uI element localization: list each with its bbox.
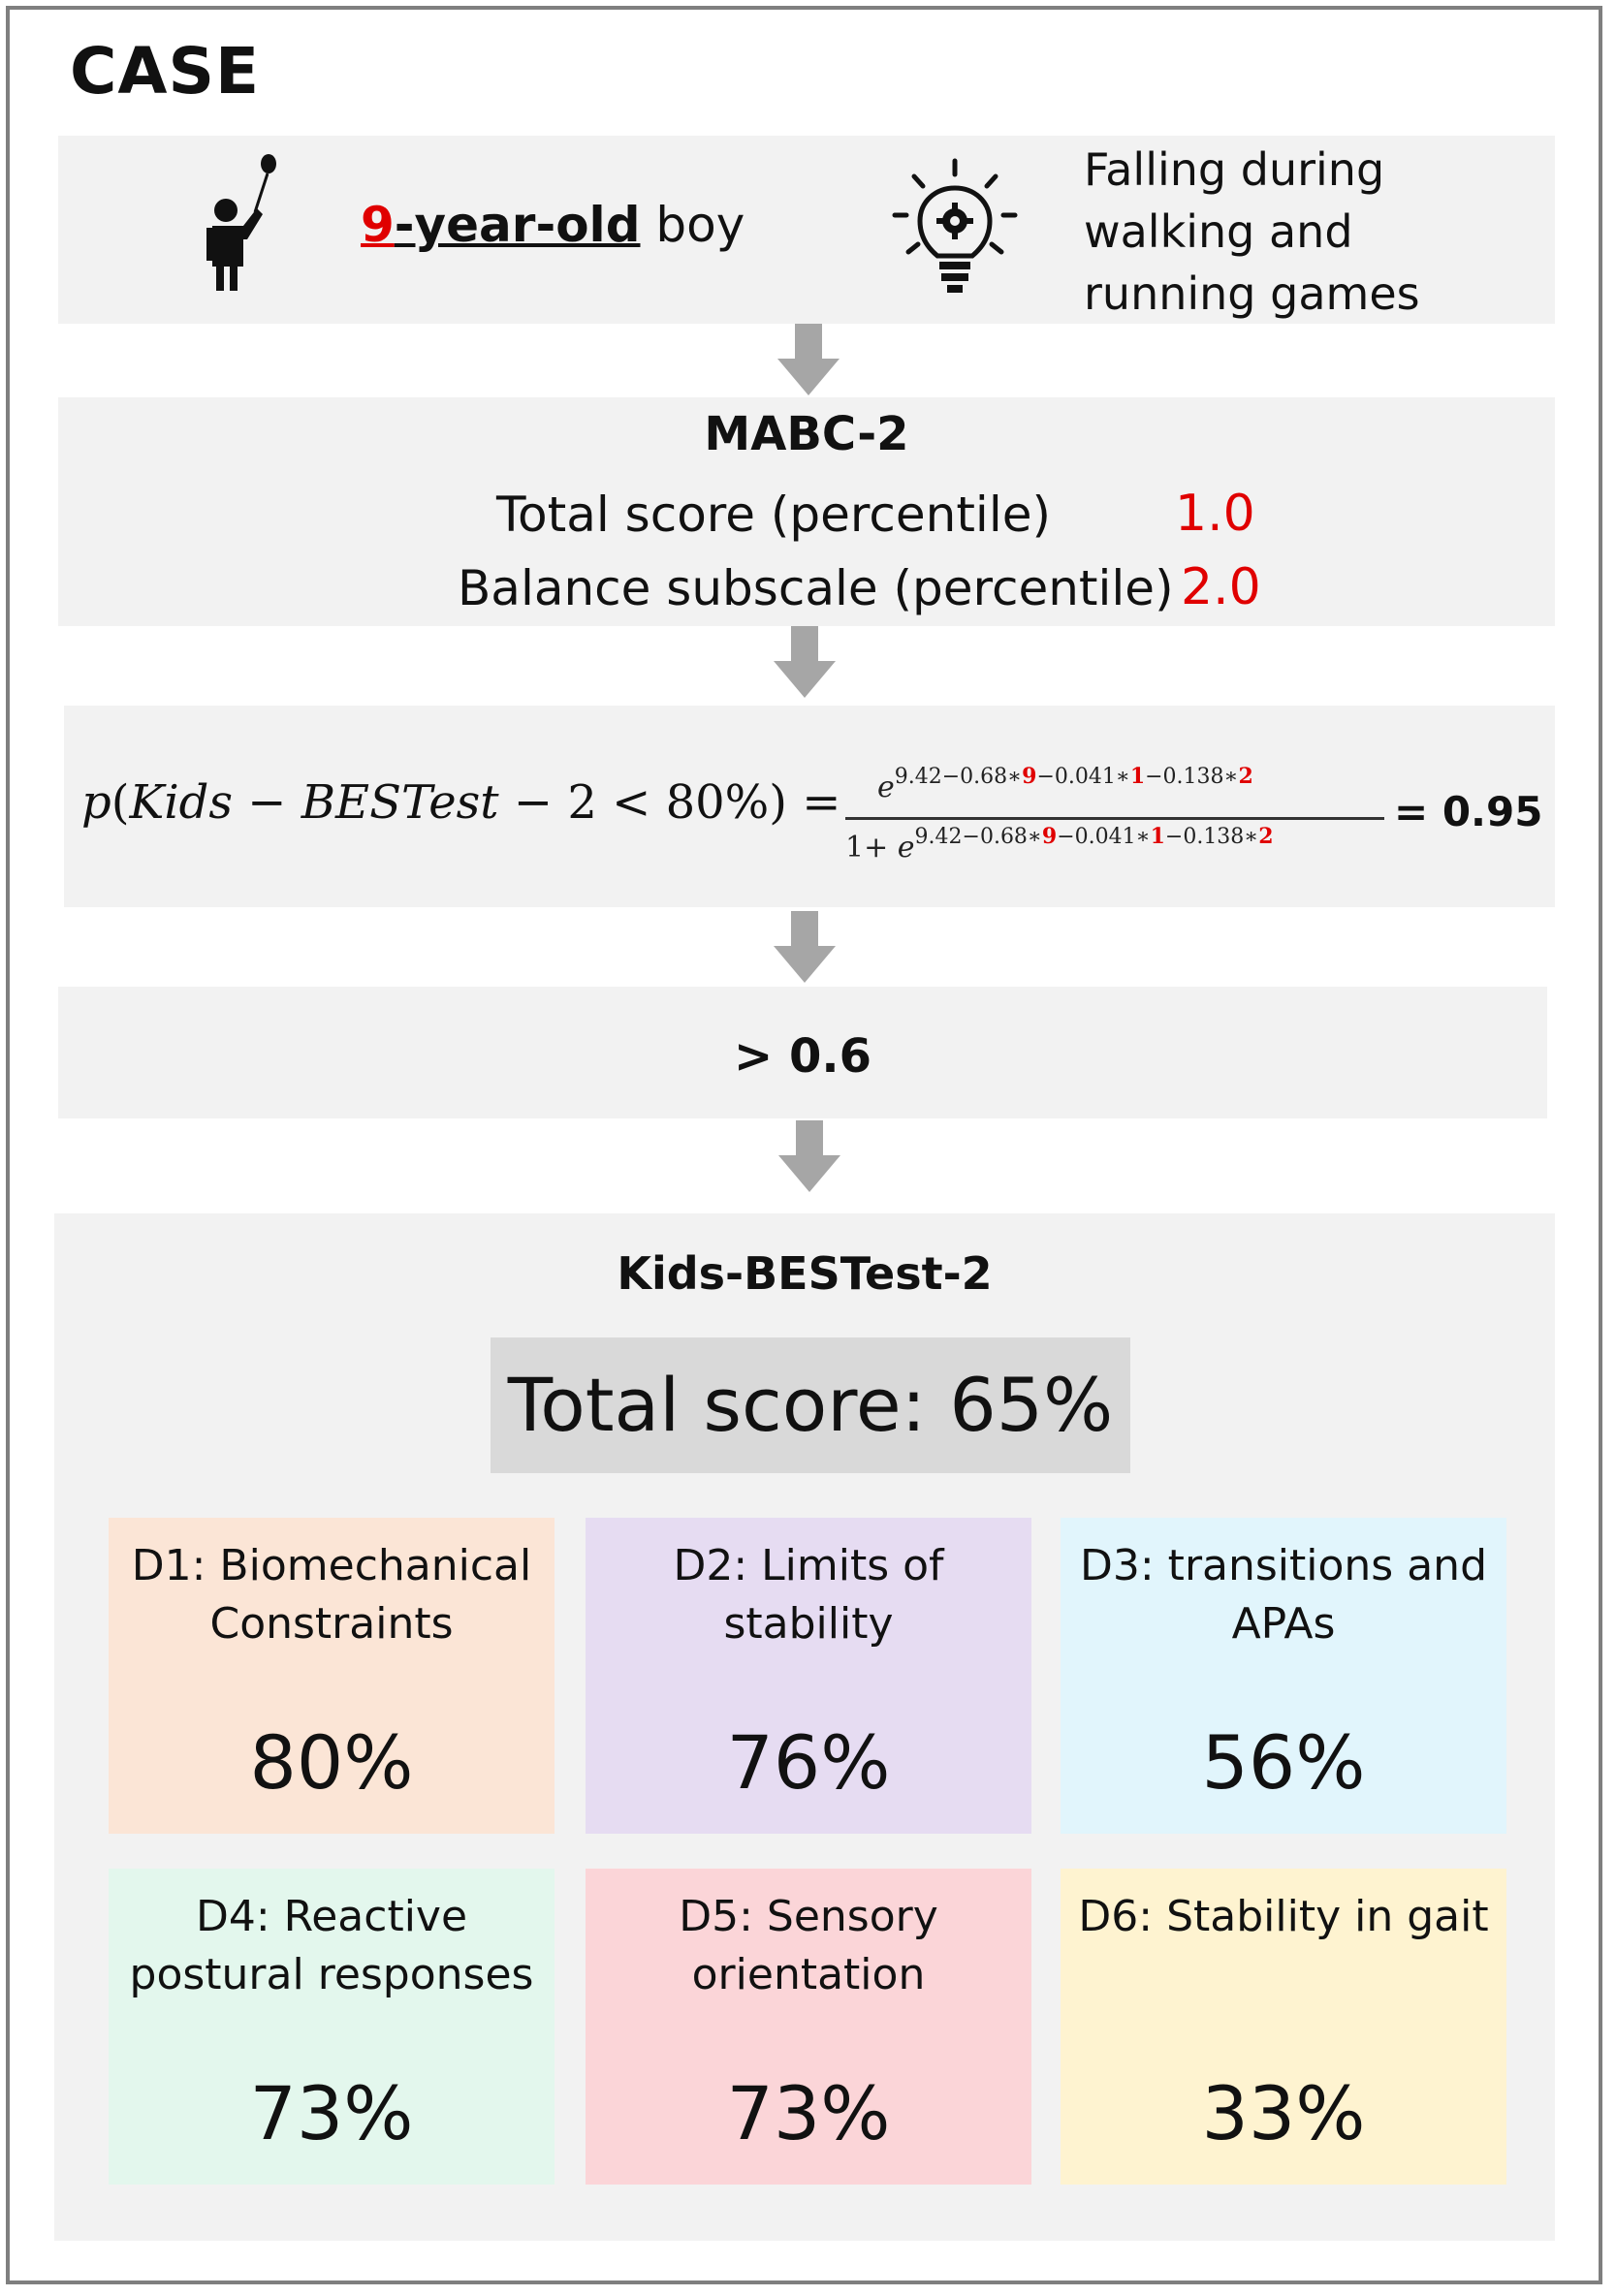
- balance-subscale-value: 2.0: [1181, 558, 1261, 616]
- total-score-value: 1.0: [1175, 485, 1255, 543]
- kids-bestest-title: Kids-BESTest-2: [617, 1247, 993, 1300]
- complaint-line: Falling during: [1084, 143, 1385, 196]
- domain-label: Constraints: [209, 1599, 454, 1649]
- domain-score: 73%: [726, 2070, 891, 2156]
- domain-score: 80%: [249, 1719, 414, 1806]
- total-score-box: [491, 1337, 1130, 1473]
- age-text: 9-year-old boy: [361, 197, 745, 253]
- domain-score: 76%: [726, 1719, 891, 1806]
- down-arrow-icon: [774, 911, 836, 983]
- mabc-title: MABC-2: [704, 407, 909, 461]
- domain-label: APAs: [1231, 1599, 1336, 1649]
- domain-label: D2: Limits of: [673, 1541, 944, 1590]
- domain-label: D6: Stability in gait: [1078, 1892, 1489, 1941]
- total-score-label: Total score (percentile): [496, 487, 1051, 543]
- complaint-line: walking and: [1084, 205, 1353, 258]
- child-with-balloon-icon: [206, 154, 276, 291]
- sex-text: boy: [655, 197, 745, 253]
- lightbulb-gear-icon: [892, 158, 1018, 293]
- domain-label: postural responses: [129, 1950, 534, 1999]
- case-panel: [58, 136, 1555, 324]
- domain-card-d6: D6: Stability in gait 33%: [1061, 1869, 1506, 2185]
- fraction-bar: [845, 817, 1384, 820]
- case-title: CASE: [70, 34, 261, 109]
- domain-score: 56%: [1201, 1719, 1366, 1806]
- age-number: 9: [361, 197, 395, 253]
- domain-label: orientation: [691, 1950, 926, 1999]
- domain-label: D5: Sensory: [679, 1892, 938, 1941]
- down-arrow-icon: [774, 626, 836, 698]
- domain-card-d1: D1: Biomechanical Constraints 80%: [109, 1518, 555, 1834]
- mabc-panel: [58, 397, 1555, 626]
- domain-score: 33%: [1201, 2070, 1366, 2156]
- formula-numerator: e9.42−0.68∗9−0.041∗1−0.138∗2: [877, 764, 1253, 804]
- domain-label: stability: [723, 1599, 894, 1649]
- domain-label: D3: transitions and: [1080, 1541, 1487, 1590]
- domain-score: 73%: [249, 2070, 414, 2156]
- down-arrow-icon: [777, 324, 840, 395]
- age-unit: -year-old: [394, 197, 641, 253]
- kids-total-score: Total score: 65%: [507, 1362, 1114, 1448]
- domain-card-d4: D4: Reactive postural responses 73%: [109, 1869, 555, 2185]
- domain-label: D1: Biomechanical: [131, 1541, 532, 1590]
- domain-card-d5: D5: Sensory orientation 73%: [586, 1869, 1031, 2185]
- complaint-line: running games: [1084, 267, 1420, 320]
- domain-card-d3: D3: transitions and APAs 56%: [1061, 1518, 1506, 1834]
- domain-label: D4: Reactive: [195, 1892, 468, 1941]
- diagram-frame: [6, 6, 1602, 2284]
- formula-panel: [64, 706, 1555, 907]
- threshold-value: > 0.6: [734, 1029, 871, 1084]
- probability-result: = 0.95: [1394, 788, 1543, 835]
- balance-subscale-label: Balance subscale (percentile): [458, 560, 1174, 616]
- domain-card-d2: D2: Limits of stability 76%: [586, 1518, 1031, 1834]
- probability-expression: p(Kids − BESTest − 2 < 80%) =: [81, 775, 841, 830]
- threshold-panel: [58, 987, 1547, 1118]
- complaint-text: Falling during walking and running games: [1084, 139, 1420, 325]
- down-arrow-icon: [778, 1120, 840, 1192]
- formula-denominator: 1+ e9.42−0.68∗9−0.041∗1−0.138∗2: [845, 824, 1274, 865]
